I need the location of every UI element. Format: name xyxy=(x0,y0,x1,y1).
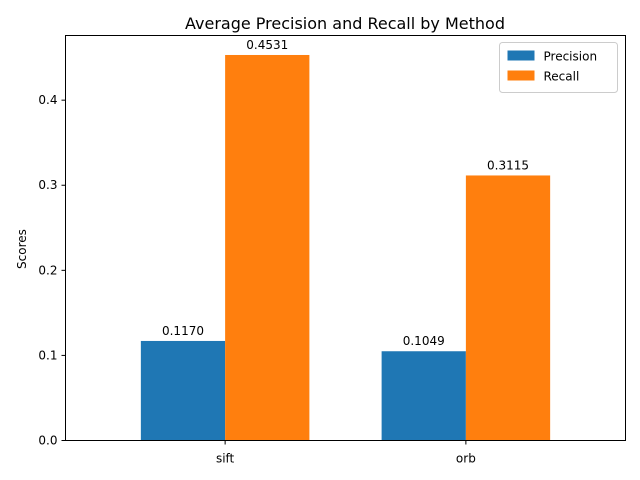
bar-precision-sift xyxy=(140,340,226,441)
legend-label-recall: Recall xyxy=(544,70,580,84)
bar-recall-sift xyxy=(225,54,310,441)
legend-swatch-recall xyxy=(507,70,535,81)
data-label-recall-orb: 0.3115 xyxy=(487,158,529,172)
x-tick-label-orb: orb xyxy=(456,452,476,466)
y-tick-label: 0.2 xyxy=(38,263,57,277)
y-tick-label: 0.1 xyxy=(38,348,57,362)
y-tick-label: 0.4 xyxy=(38,93,57,107)
y-tick-label: 0.3 xyxy=(38,178,57,192)
bar-recall-orb xyxy=(465,175,551,441)
data-label-precision-sift: 0.1170 xyxy=(162,324,204,338)
bar-precision-orb xyxy=(381,351,466,441)
y-tick-label: 0.0 xyxy=(38,434,57,448)
legend: Precision Recall xyxy=(499,42,618,93)
legend-swatch-precision xyxy=(507,50,535,61)
chart-title: Average Precision and Recall by Method xyxy=(185,14,505,33)
plot-frame xyxy=(65,35,626,441)
data-label-precision-orb: 0.1049 xyxy=(403,334,445,348)
plot-area: 0.1170 0.4531 sift 0.1049 0.3115 orb 0.0 0.1 0.2… xyxy=(38,38,551,466)
legend-label-precision: Precision xyxy=(544,50,598,64)
data-label-recall-sift: 0.4531 xyxy=(246,38,288,52)
y-axis-label: Scores xyxy=(15,229,29,269)
x-tick-label-sift: sift xyxy=(216,452,235,466)
